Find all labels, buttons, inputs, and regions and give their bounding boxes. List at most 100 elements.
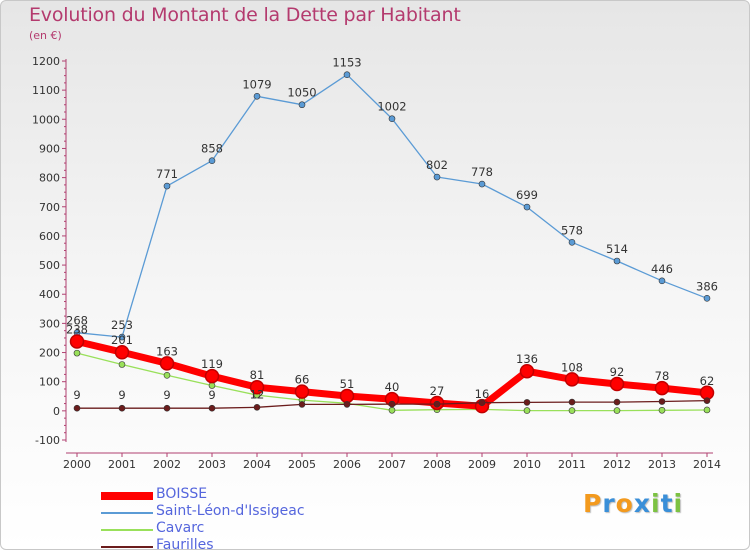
data-label: 802	[426, 158, 448, 172]
data-label: 119	[201, 357, 223, 371]
data-label: 1153	[332, 56, 361, 70]
data-label: 9	[118, 388, 125, 402]
legend-swatch	[101, 529, 153, 531]
y-tick-label: 800	[39, 172, 60, 185]
data-point	[114, 344, 130, 360]
data-point	[703, 397, 711, 404]
x-tick-label: 2003	[198, 458, 226, 471]
y-tick-label: 500	[39, 259, 60, 272]
legend-label: Faurilles	[156, 537, 214, 550]
data-label: 12	[250, 387, 265, 401]
data-label: 16	[475, 387, 490, 401]
y-tick-label: 400	[39, 288, 60, 301]
data-label: 81	[250, 368, 265, 382]
y-tick-label: 1000	[32, 113, 60, 126]
data-label: 201	[111, 333, 133, 347]
data-point	[73, 349, 81, 357]
data-point	[298, 101, 306, 109]
data-label: 699	[516, 188, 538, 202]
data-point	[613, 398, 621, 406]
data-point	[564, 372, 580, 387]
data-point	[478, 399, 486, 406]
legend-item: Faurilles	[101, 537, 361, 550]
data-label: 268	[66, 314, 88, 328]
x-tick-label: 2002	[153, 458, 181, 471]
data-point	[613, 257, 621, 265]
x-tick-label: 2014	[693, 458, 721, 471]
logo-letter: i	[673, 489, 684, 518]
data-label: 9	[208, 388, 215, 402]
y-tick-label: 700	[39, 201, 60, 214]
data-label: 1050	[287, 86, 316, 100]
data-label: 238	[66, 322, 88, 336]
data-point	[703, 406, 711, 414]
x-tick-label: 2009	[468, 458, 496, 471]
data-label: 514	[606, 242, 628, 256]
data-label: 78	[655, 369, 670, 383]
data-label: 62	[700, 374, 715, 388]
data-point	[343, 71, 351, 79]
legend-item: Cavarc	[101, 520, 361, 538]
data-label: 92	[610, 365, 625, 379]
logo-letter: o	[615, 489, 634, 518]
data-point	[253, 92, 261, 100]
y-tick-label: 0	[53, 405, 60, 418]
data-point	[523, 407, 531, 414]
data-label: 778	[471, 165, 493, 179]
x-tick-label: 2001	[108, 458, 136, 471]
legend-swatch	[101, 512, 153, 514]
y-tick-label: 200	[39, 347, 60, 360]
data-point	[118, 333, 126, 341]
legend: BOISSE Saint-Léon-d'Issigeac Cavarc Faurill…	[101, 486, 361, 550]
data-point	[568, 398, 576, 406]
data-point	[654, 380, 670, 396]
logo-letter: x	[633, 489, 651, 518]
logo-letter: P	[583, 489, 603, 518]
y-tick-label: 600	[39, 230, 60, 243]
data-point	[388, 400, 396, 408]
data-point	[388, 115, 396, 123]
chart-subtitle: (en €)	[29, 29, 62, 42]
legend-item: Saint-Léon-d'Issigeac	[101, 503, 361, 521]
data-point	[609, 376, 625, 392]
data-point	[298, 401, 306, 408]
y-tick-label: -100	[35, 434, 60, 447]
data-label: 66	[295, 373, 310, 387]
y-tick-label: 300	[39, 317, 60, 330]
y-tick-label: 100	[39, 376, 60, 389]
data-label: 771	[156, 167, 178, 181]
data-label: 108	[561, 360, 583, 374]
data-point	[249, 379, 265, 395]
data-point	[658, 398, 666, 405]
logo-letter: r	[602, 489, 616, 518]
x-tick-label: 2007	[378, 458, 406, 471]
data-point	[613, 407, 621, 414]
data-point	[699, 385, 715, 401]
chart-title: Evolution du Montant de la Dette par Hab…	[29, 4, 461, 26]
logo-letter: t	[660, 489, 674, 518]
x-tick-label: 2008	[423, 458, 451, 471]
legend-item: BOISSE	[101, 486, 361, 504]
x-tick-label: 2010	[513, 458, 541, 471]
x-tick-label: 2006	[333, 458, 361, 471]
data-point	[204, 368, 220, 384]
data-point	[339, 388, 355, 404]
data-label: 9	[163, 388, 170, 402]
data-label: 446	[651, 262, 673, 276]
legend-label: BOISSE	[156, 486, 208, 502]
data-point	[478, 180, 486, 188]
data-label: 858	[201, 142, 223, 156]
data-point	[163, 371, 171, 379]
data-point	[568, 239, 576, 246]
legend-swatch	[101, 492, 153, 500]
data-point	[703, 295, 711, 302]
y-tick-label: 1100	[32, 84, 60, 97]
data-point	[118, 404, 126, 412]
data-label: 40	[385, 380, 400, 394]
x-tick-label: 2013	[648, 458, 676, 471]
y-tick-label: 1200	[32, 55, 60, 68]
data-label: 578	[561, 223, 583, 237]
data-label: 27	[430, 384, 445, 398]
